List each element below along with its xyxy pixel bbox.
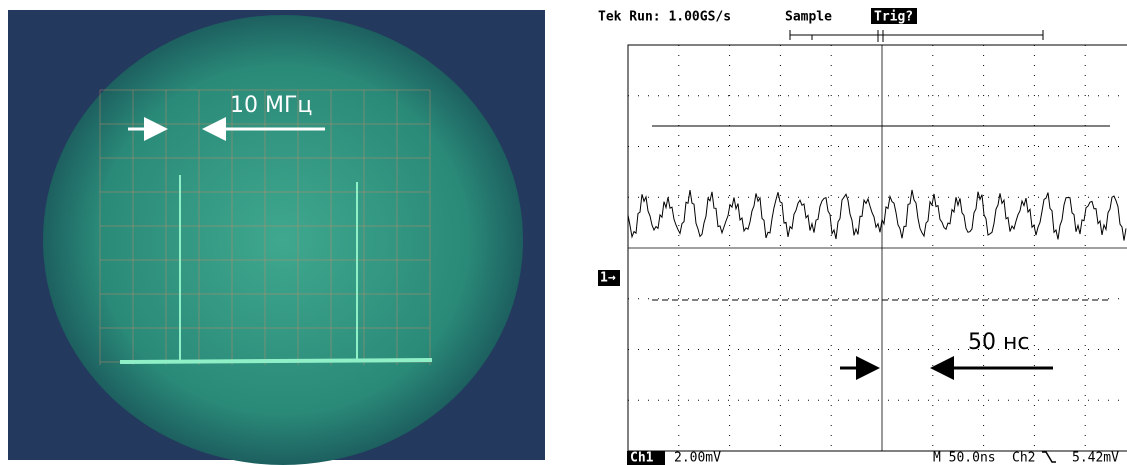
graticule bbox=[628, 45, 1127, 451]
ch1-box bbox=[627, 451, 665, 465]
channel-marker: 1→ bbox=[600, 271, 616, 286]
ch1: Ch1 bbox=[630, 451, 654, 465]
baseline bbox=[119, 358, 433, 364]
spectrum-photo: 10 МГц bbox=[8, 10, 545, 465]
timebase: M 50.0ns bbox=[933, 451, 996, 465]
slope-icon bbox=[1042, 451, 1056, 463]
oscilloscope: Tek Run: 1.00GS/s Sample Trig? 1→ 50 нс … bbox=[598, 8, 1127, 465]
trigger-level: 5.42mV bbox=[1072, 451, 1119, 465]
trigger-state: Trig? bbox=[874, 10, 913, 25]
ch1-scale: 2.00mV bbox=[674, 451, 721, 465]
trigger-box bbox=[871, 8, 917, 24]
mode: Sample bbox=[785, 10, 832, 25]
trigger-source: Ch2 bbox=[1012, 451, 1035, 465]
waveform bbox=[627, 189, 1127, 241]
trigger-bracket bbox=[789, 30, 1044, 42]
annotation: 10 МГц bbox=[230, 93, 312, 118]
annotation: 50 нс bbox=[968, 330, 1029, 355]
status: Tek Run: 1.00GS/s bbox=[598, 10, 731, 25]
channel-marker-box bbox=[598, 270, 620, 286]
screen bbox=[43, 15, 523, 465]
